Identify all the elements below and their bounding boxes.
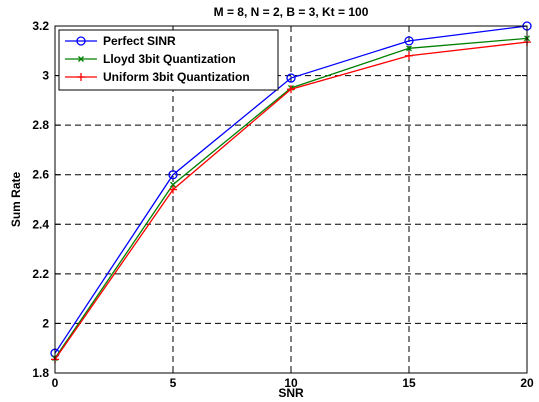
legend: Perfect SINR Lloyd 3bit Quantization Unifo… bbox=[58, 29, 279, 91]
y-axis-title: Sum Rate bbox=[9, 172, 23, 228]
axis-ticks: 0 5 10 15 20 1.8 2 2.2 2.4 2.6 2.8 3 3.2 bbox=[32, 19, 534, 390]
x-tick-label: 0 bbox=[52, 376, 59, 390]
legend-item: Perfect SINR bbox=[65, 34, 176, 48]
data-point-marker bbox=[287, 85, 295, 94]
chart-title: M = 8, N = 2, B = 3, Kt = 100 bbox=[214, 5, 369, 19]
marker-stroke bbox=[406, 45, 412, 52]
x-tick-label: 5 bbox=[170, 376, 177, 390]
x-tick-label: 20 bbox=[520, 376, 534, 390]
legend-label: Uniform 3bit Quantization bbox=[103, 70, 250, 84]
data-point-marker bbox=[406, 45, 412, 52]
data-point-marker bbox=[76, 36, 86, 46]
y-tick-label: 1.8 bbox=[32, 366, 49, 380]
legend-label: Lloyd 3bit Quantization bbox=[103, 52, 236, 66]
legend-item: Uniform 3bit Quantization bbox=[65, 70, 250, 84]
data-point-marker bbox=[170, 181, 176, 188]
data-point-marker bbox=[78, 56, 84, 62]
data-point-marker bbox=[169, 185, 177, 194]
data-point-marker bbox=[405, 51, 413, 60]
grid-lines bbox=[55, 26, 527, 373]
y-tick-label: 3.2 bbox=[32, 19, 49, 33]
data-point-marker bbox=[286, 73, 296, 83]
series-line bbox=[54, 25, 528, 354]
y-tick-label: 2.6 bbox=[32, 168, 49, 182]
legend-item: Lloyd 3bit Quantization bbox=[65, 52, 236, 66]
legend-box bbox=[58, 29, 279, 91]
data-point-marker bbox=[168, 170, 178, 180]
data-point-marker bbox=[404, 36, 414, 46]
x-tick-label: 15 bbox=[402, 376, 416, 390]
x-tick-label: 10 bbox=[284, 376, 298, 390]
marker-stroke bbox=[170, 181, 176, 188]
marker-stroke bbox=[78, 56, 84, 62]
x-axis-title: SNR bbox=[278, 386, 304, 400]
y-tick-label: 3 bbox=[42, 69, 49, 83]
y-tick-label: 2 bbox=[42, 316, 49, 330]
legend-label: Perfect SINR bbox=[103, 34, 176, 48]
y-tick-label: 2.2 bbox=[32, 267, 49, 281]
y-tick-label: 2.8 bbox=[32, 118, 49, 132]
data-point-marker bbox=[77, 73, 85, 81]
y-tick-label: 2.4 bbox=[32, 217, 49, 231]
